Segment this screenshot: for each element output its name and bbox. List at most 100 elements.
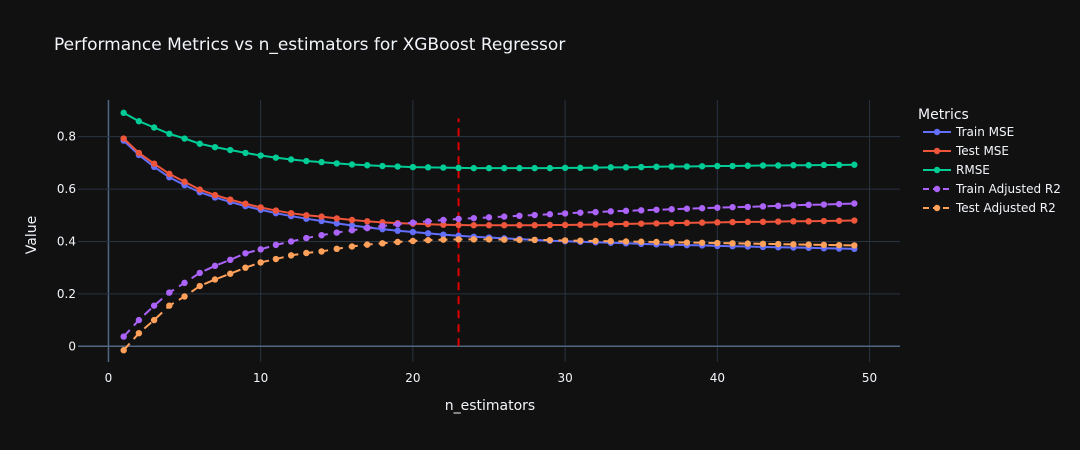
data-point bbox=[790, 218, 797, 225]
data-point bbox=[333, 229, 340, 236]
data-point bbox=[775, 218, 782, 225]
data-point bbox=[394, 220, 401, 228]
data-point bbox=[227, 196, 234, 203]
x-axis-title: n_estimators bbox=[445, 398, 535, 414]
y-tick-label: 0.2 bbox=[57, 287, 76, 301]
data-point bbox=[714, 219, 721, 226]
data-point bbox=[181, 279, 188, 287]
data-point bbox=[272, 207, 280, 214]
data-point bbox=[653, 163, 660, 171]
data-point bbox=[120, 347, 127, 354]
data-point bbox=[516, 212, 523, 220]
data-point bbox=[364, 218, 371, 225]
data-point bbox=[592, 221, 599, 228]
data-point bbox=[424, 230, 432, 237]
chart-title: Performance Metrics vs n_estimators for … bbox=[54, 35, 565, 55]
data-point bbox=[135, 118, 143, 125]
data-point bbox=[348, 216, 356, 224]
data-point bbox=[455, 215, 462, 223]
data-point bbox=[485, 214, 493, 221]
data-point bbox=[714, 204, 721, 211]
data-point bbox=[272, 241, 280, 249]
data-point bbox=[501, 213, 508, 220]
data-point bbox=[181, 178, 188, 185]
data-point bbox=[348, 227, 356, 234]
data-point bbox=[364, 162, 371, 169]
data-point bbox=[227, 146, 234, 154]
data-point bbox=[744, 218, 751, 226]
data-point bbox=[287, 156, 295, 163]
data-point bbox=[835, 217, 843, 224]
data-point bbox=[577, 164, 584, 172]
data-point bbox=[683, 219, 691, 227]
legend-item[interactable]: Train MSE bbox=[923, 125, 1014, 139]
data-point bbox=[181, 135, 188, 142]
data-point bbox=[470, 214, 477, 222]
data-point bbox=[835, 161, 843, 169]
y-tick-label: 0.4 bbox=[57, 234, 76, 248]
data-point bbox=[303, 212, 310, 219]
data-point bbox=[470, 164, 477, 172]
data-point bbox=[196, 269, 203, 277]
data-point bbox=[851, 200, 858, 207]
legend-item[interactable]: Train Adjusted R2 bbox=[923, 182, 1061, 196]
data-point bbox=[501, 164, 508, 172]
data-point bbox=[835, 200, 843, 208]
data-point bbox=[257, 152, 264, 159]
data-point bbox=[698, 219, 706, 226]
data-point bbox=[729, 203, 736, 211]
data-point bbox=[440, 164, 447, 171]
data-point bbox=[744, 162, 751, 169]
x-tick-label: 10 bbox=[253, 371, 268, 385]
series-test-mse bbox=[120, 135, 858, 229]
data-point bbox=[729, 240, 736, 247]
data-point bbox=[318, 158, 325, 166]
data-point bbox=[638, 220, 645, 227]
data-point bbox=[470, 236, 477, 243]
data-point bbox=[166, 130, 173, 137]
data-point bbox=[120, 109, 127, 117]
data-point bbox=[668, 163, 675, 170]
data-point bbox=[835, 241, 843, 249]
data-point bbox=[333, 245, 340, 253]
legend-title: Metrics bbox=[918, 107, 969, 123]
data-point bbox=[409, 219, 417, 226]
data-point bbox=[790, 202, 797, 209]
data-point bbox=[135, 329, 143, 337]
data-point bbox=[211, 143, 219, 151]
data-point bbox=[607, 208, 614, 215]
legend-item[interactable]: RMSE bbox=[923, 163, 990, 177]
data-point bbox=[424, 236, 432, 244]
data-point bbox=[257, 259, 264, 266]
data-point bbox=[577, 237, 584, 244]
data-point bbox=[546, 221, 554, 229]
legend-label: Train Adjusted R2 bbox=[955, 182, 1061, 196]
data-point bbox=[790, 241, 797, 248]
data-point bbox=[638, 163, 645, 171]
data-point bbox=[714, 239, 721, 247]
legend-label: RMSE bbox=[956, 163, 990, 177]
data-point bbox=[485, 222, 493, 229]
data-point bbox=[227, 256, 234, 264]
data-point bbox=[683, 239, 691, 246]
data-point bbox=[394, 163, 401, 170]
data-point bbox=[744, 240, 751, 247]
legend[interactable]: Metrics Train MSE Test MSE RMSE Train Adjus… bbox=[918, 107, 1061, 215]
data-point bbox=[440, 236, 447, 243]
data-point bbox=[440, 231, 447, 238]
y-axis-title: Value bbox=[24, 216, 40, 254]
data-point bbox=[424, 218, 432, 225]
data-point bbox=[333, 160, 340, 167]
data-point bbox=[592, 237, 599, 245]
data-point bbox=[775, 202, 782, 210]
legend-marker-swatch bbox=[933, 185, 941, 193]
data-point bbox=[455, 221, 462, 229]
legend-marker-swatch bbox=[933, 147, 941, 155]
data-point bbox=[759, 218, 767, 226]
legend-label: Train MSE bbox=[955, 125, 1014, 139]
legend-item[interactable]: Test MSE bbox=[923, 144, 1009, 158]
x-tick-label: 20 bbox=[405, 371, 420, 385]
data-point bbox=[698, 239, 706, 246]
legend-item[interactable]: Test Adjusted R2 bbox=[923, 201, 1056, 215]
